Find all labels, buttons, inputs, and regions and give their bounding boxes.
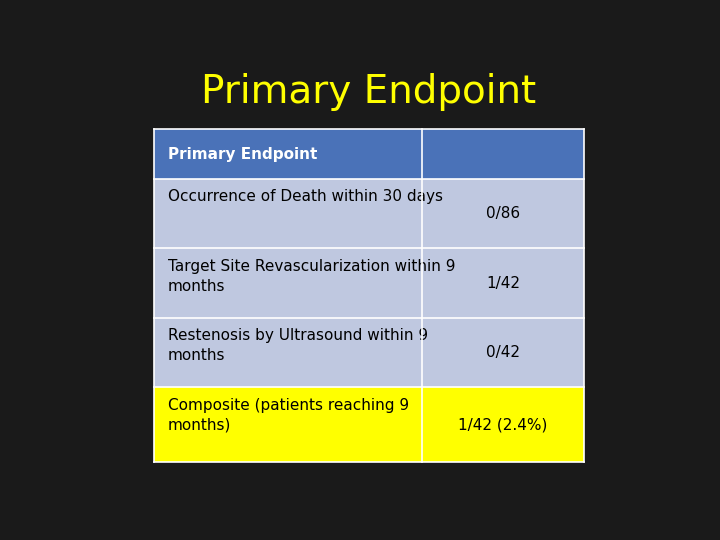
Text: 1/42 (2.4%): 1/42 (2.4%) <box>458 417 548 432</box>
FancyBboxPatch shape <box>422 387 584 462</box>
FancyBboxPatch shape <box>154 387 422 462</box>
Text: 0/42: 0/42 <box>486 345 520 360</box>
FancyBboxPatch shape <box>154 318 422 387</box>
Text: Primary Endpoint: Primary Endpoint <box>202 73 536 111</box>
Text: Primary Endpoint: Primary Endpoint <box>168 146 318 161</box>
FancyBboxPatch shape <box>154 248 422 318</box>
FancyBboxPatch shape <box>422 318 584 387</box>
FancyBboxPatch shape <box>154 179 422 248</box>
Text: Occurrence of Death within 30 days: Occurrence of Death within 30 days <box>168 190 443 204</box>
Text: 1/42: 1/42 <box>486 275 520 291</box>
Text: Restenosis by Ultrasound within 9
months: Restenosis by Ultrasound within 9 months <box>168 328 428 363</box>
FancyBboxPatch shape <box>422 248 584 318</box>
FancyBboxPatch shape <box>422 179 584 248</box>
Text: Composite (patients reaching 9
months): Composite (patients reaching 9 months) <box>168 398 409 433</box>
Text: 0/86: 0/86 <box>486 206 520 221</box>
Text: Target Site Revascularization within 9
months: Target Site Revascularization within 9 m… <box>168 259 456 294</box>
FancyBboxPatch shape <box>422 129 584 179</box>
FancyBboxPatch shape <box>154 129 422 179</box>
